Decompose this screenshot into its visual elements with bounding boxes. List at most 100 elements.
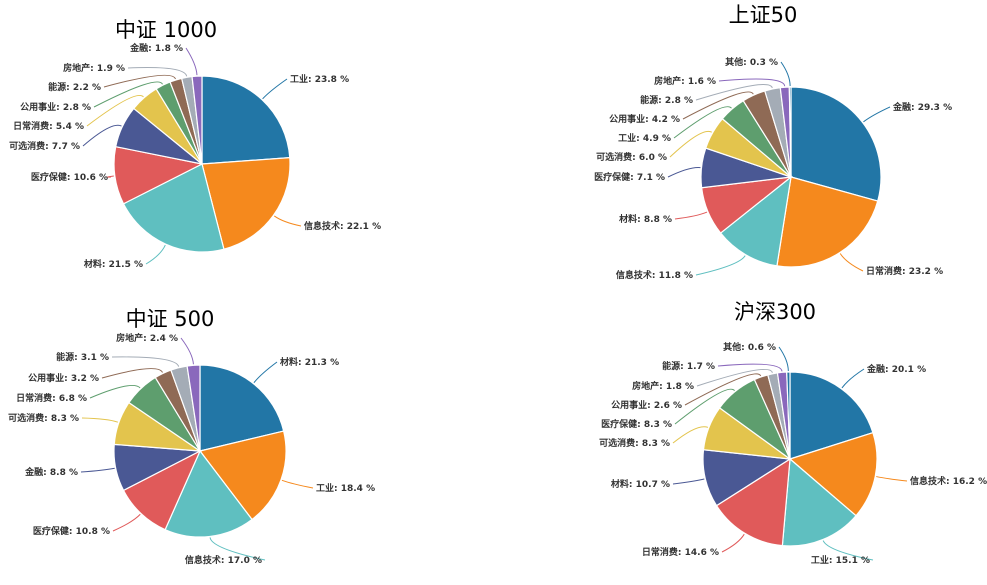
leader-line	[93, 81, 163, 108]
slice-label: 材料: 21.5 %	[83, 258, 143, 270]
slice-label: 房地产: 1.6 %	[654, 75, 716, 87]
leader-line	[80, 467, 115, 473]
pie-slice	[201, 156, 291, 250]
pie-slice	[786, 371, 791, 460]
slice-label: 其他: 0.3 %	[725, 56, 778, 68]
slice-label: 信息技术: 11.8 %	[616, 269, 693, 281]
leader-line	[81, 417, 119, 423]
leader-line	[667, 166, 701, 178]
leader-line	[262, 78, 288, 100]
pie-slices	[702, 371, 878, 547]
slice-label: 公用事业: 4.2 %	[609, 113, 680, 125]
leader-line	[101, 368, 163, 379]
pie-slice	[122, 163, 225, 253]
slice-label: 房地产: 2.4 %	[116, 332, 178, 344]
leader-line	[103, 74, 176, 88]
slice-label: 医疗保健: 8.3 %	[601, 418, 672, 430]
slice-label: 医疗保健: 7.1 %	[594, 171, 665, 183]
leader-line	[696, 368, 773, 387]
slice-label: 公用事业: 2.8 %	[20, 101, 91, 113]
leader-line	[86, 95, 144, 127]
pie-slice	[789, 371, 874, 460]
chart-title: 中证 500	[126, 307, 215, 331]
pie-slice	[788, 86, 792, 178]
leader-line	[682, 91, 754, 120]
slice-label: 日常消费: 14.6 %	[642, 546, 719, 558]
pie-slices	[700, 86, 882, 268]
slice-label: 能源: 1.7 %	[662, 360, 715, 372]
slice-label: 金融: 8.8 %	[24, 466, 78, 478]
chart-csi1000: 中证 1000 工业: 23.8 % 信息技术: 22.1 % 材料: 21.5 %…	[9, 18, 381, 270]
slice-label: 信息技术: 16.2 %	[910, 475, 987, 487]
slice-label: 能源: 2.8 %	[640, 94, 693, 106]
pie-labels: 金融: 20.1 % 信息技术: 16.2 % 工业: 15.1 % 日常消费: 14…	[599, 341, 987, 566]
leader-line	[112, 513, 141, 532]
leader-line	[281, 479, 314, 489]
leader-line	[780, 61, 791, 87]
leader-line	[111, 356, 180, 367]
leader-line	[778, 346, 789, 372]
pie-slice	[186, 364, 201, 452]
slice-label: 医疗保健: 10.8 %	[33, 525, 110, 537]
leader-line	[209, 537, 266, 561]
pie-slice	[790, 86, 882, 202]
chart-csi300: 沪深300 金融: 20.1 % 信息技术: 16.2 % 工业: 15.1 % 日常…	[599, 300, 987, 566]
pie-slices	[113, 364, 287, 538]
slice-label: 日常消费: 6.8 %	[16, 392, 87, 404]
slice-label: 工业: 4.9 %	[618, 132, 671, 144]
pie-slice	[164, 449, 253, 538]
slice-label: 能源: 2.2 %	[48, 81, 101, 93]
slice-label: 可选消费: 8.3 %	[8, 412, 79, 424]
pie-slice	[201, 75, 291, 165]
leader-line	[673, 106, 732, 139]
pie-labels: 材料: 21.3 % 工业: 18.4 % 信息技术: 17.0 % 医疗保健: 10…	[8, 332, 375, 566]
leader-line	[822, 540, 874, 561]
chart-title: 上证50	[729, 3, 798, 27]
leader-line	[674, 388, 735, 425]
chart-title: 沪深300	[734, 300, 816, 324]
slice-label: 工业: 18.4 %	[316, 482, 375, 494]
slice-label: 工业: 23.8 %	[290, 73, 349, 85]
slice-label: 金融: 1.8 %	[129, 42, 183, 54]
slice-label: 材料: 8.8 %	[618, 213, 672, 225]
leader-line	[127, 67, 188, 77]
pie-slice	[776, 176, 879, 268]
leader-line	[695, 84, 773, 101]
slice-label: 工业: 15.1 %	[811, 554, 870, 566]
pie-slice	[788, 431, 878, 517]
pie-labels: 工业: 23.8 % 信息技术: 22.1 % 材料: 21.5 % 医疗保健: 10…	[9, 42, 381, 270]
slice-label: 公用事业: 3.2 %	[28, 372, 99, 384]
pie-slice	[781, 457, 857, 547]
pie-slices	[113, 75, 291, 253]
slice-label: 金融: 20.1 %	[866, 363, 926, 375]
leader-line	[145, 244, 166, 265]
leader-line	[674, 211, 708, 220]
pie-slice	[199, 364, 285, 452]
leader-line	[863, 106, 891, 123]
leader-line	[669, 130, 713, 158]
leader-line	[672, 426, 709, 444]
slice-label: 可选消费: 8.3 %	[599, 437, 670, 449]
leader-line	[672, 478, 705, 485]
leader-line	[721, 533, 745, 553]
slice-label: 金融: 29.3 %	[892, 101, 952, 113]
slice-label: 公用事业: 2.6 %	[611, 399, 682, 411]
leader-line	[273, 215, 302, 227]
leader-line	[180, 337, 194, 365]
pie-slice	[715, 457, 791, 547]
slice-label: 日常消费: 5.4 %	[13, 120, 84, 132]
leader-line	[717, 363, 783, 372]
slice-label: 信息技术: 22.1 %	[304, 220, 381, 232]
leader-line	[841, 368, 865, 389]
leader-line	[253, 361, 278, 384]
slice-label: 其他: 0.6 %	[723, 341, 776, 353]
leader-line	[684, 373, 762, 406]
leader-line	[695, 255, 746, 276]
pie-slice	[198, 430, 287, 521]
chart-csi500: 中证 500 材料: 21.3 % 工业: 18.4 % 信息技术: 17.0 % 医…	[8, 307, 375, 566]
pie-slice	[191, 75, 203, 165]
leader-line	[839, 253, 864, 272]
chart-title: 中证 1000	[115, 18, 217, 42]
pie-labels: 金融: 29.3 % 日常消费: 23.2 % 信息技术: 11.8 % 材料: 8.…	[594, 56, 952, 281]
